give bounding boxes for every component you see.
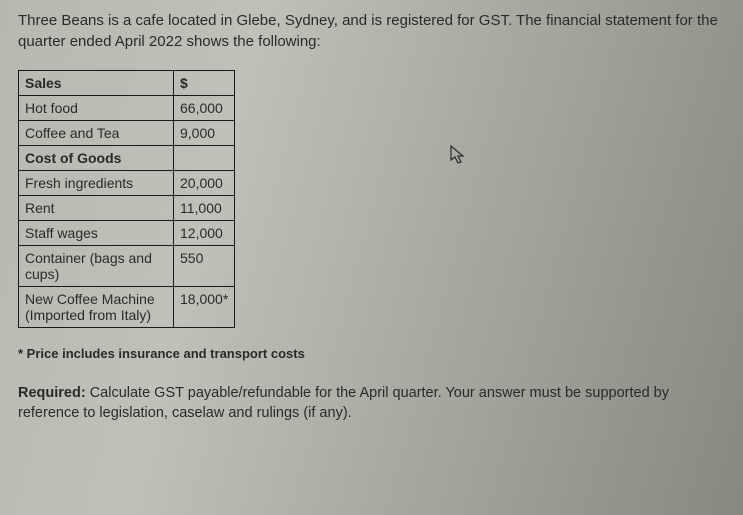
header-sales-value: $: [174, 71, 235, 96]
cell-value: 12,000: [174, 221, 235, 246]
table-row: Fresh ingredients 20,000: [19, 171, 235, 196]
cell-value: 9,000: [174, 121, 235, 146]
required-paragraph: Required: Calculate GST payable/refundab…: [18, 383, 725, 424]
cell-value: 18,000*: [174, 287, 235, 328]
cell-label: Staff wages: [19, 221, 174, 246]
footnote-text: * Price includes insurance and transport…: [18, 346, 725, 361]
cell-label: Rent: [19, 196, 174, 221]
required-body: Calculate GST payable/refundable for the…: [18, 385, 669, 421]
cell-value: 20,000: [174, 171, 235, 196]
cursor-icon: [450, 145, 468, 172]
table-row: Staff wages 12,000: [19, 221, 235, 246]
cell-value: 66,000: [174, 96, 235, 121]
table-header-cogs: Cost of Goods: [19, 146, 235, 171]
cell-label: Fresh ingredients: [19, 171, 174, 196]
intro-paragraph: Three Beans is a cafe located in Glebe, …: [18, 10, 725, 52]
table-header-sales: Sales $: [19, 71, 235, 96]
header-cogs-label: Cost of Goods: [19, 146, 174, 171]
table-row: Hot food 66,000: [19, 96, 235, 121]
table-row: Rent 11,000: [19, 196, 235, 221]
required-label: Required:: [18, 385, 86, 401]
table-row: Container (bags and cups) 550: [19, 246, 235, 287]
cell-label: Container (bags and cups): [19, 246, 174, 287]
cell-label: New Coffee Machine (Imported from Italy): [19, 287, 174, 328]
cell-value: 11,000: [174, 196, 235, 221]
financial-table: Sales $ Hot food 66,000 Coffee and Tea 9…: [18, 70, 235, 328]
header-cogs-value: [174, 146, 235, 171]
cell-label: Coffee and Tea: [19, 121, 174, 146]
table-row: Coffee and Tea 9,000: [19, 121, 235, 146]
table-row: New Coffee Machine (Imported from Italy)…: [19, 287, 235, 328]
cell-value: 550: [174, 246, 235, 287]
header-sales-label: Sales: [19, 71, 174, 96]
cell-label: Hot food: [19, 96, 174, 121]
